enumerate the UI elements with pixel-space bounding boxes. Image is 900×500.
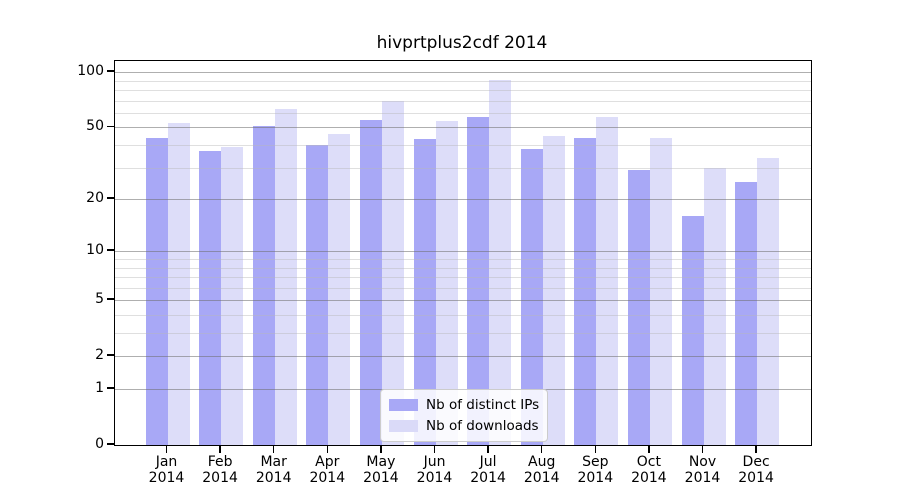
bar-distinct-ips (199, 151, 222, 445)
x-tick-mark (165, 445, 168, 453)
plot-area (114, 60, 812, 446)
x-tick-label: Feb 2014 (202, 454, 238, 486)
x-tick-label: Oct 2014 (631, 454, 667, 486)
x-tick-mark (433, 445, 436, 453)
gridline-minor (115, 287, 811, 289)
x-tick-label: Mar 2014 (255, 454, 292, 486)
legend-label: Nb of downloads (426, 418, 539, 434)
legend-item-distinct-ips: Nb of distinct IPs (389, 397, 540, 413)
gridline-minor (115, 145, 811, 146)
gridline-major (115, 356, 811, 358)
bar-distinct-ips (145, 137, 168, 445)
gridline-major (115, 251, 811, 253)
x-tick-mark (380, 445, 382, 453)
y-tick-label: 10 (86, 242, 104, 259)
y-tick-mark (107, 443, 114, 445)
gridline-minor (115, 259, 811, 260)
x-tick-label: May 2014 (363, 454, 399, 486)
gridline-minor (115, 90, 811, 91)
bar-downloads (274, 109, 297, 445)
gridline-minor (115, 333, 811, 334)
x-tick-label: Jul 2014 (470, 454, 506, 486)
x-tick-label: Dec 2014 (738, 454, 774, 486)
legend: Nb of distinct IPs Nb of downloads (380, 389, 548, 442)
y-tick-mark (107, 298, 114, 301)
gridline-minor (115, 167, 811, 169)
x-tick-mark (272, 445, 275, 453)
y-tick-label: 1 (95, 380, 104, 396)
legend-item-downloads: Nb of downloads (389, 418, 539, 434)
bar-distinct-ips (735, 181, 758, 445)
y-tick-mark (107, 387, 114, 389)
y-tick-label: 2 (95, 347, 104, 364)
gridline-minor (115, 315, 811, 316)
bar-downloads (489, 79, 512, 445)
y-tick-mark (107, 70, 114, 72)
y-tick-mark (107, 125, 114, 128)
bar-downloads (757, 157, 780, 445)
gridline-minor (115, 80, 811, 82)
legend-label: Nb of distinct IPs (426, 397, 540, 413)
bar-distinct-ips (306, 145, 329, 445)
bar-distinct-ips (520, 149, 543, 445)
bar-distinct-ips (252, 125, 275, 445)
chart-title: hivprtplus2cdf 2014 (376, 33, 548, 53)
gridline-major (115, 127, 811, 129)
x-tick-mark (219, 445, 221, 453)
bar-downloads (542, 135, 565, 445)
x-tick-mark (594, 445, 597, 453)
x-tick-mark (701, 445, 704, 453)
x-tick-label: Sep 2014 (577, 454, 614, 486)
x-tick-label: Jun 2014 (416, 454, 453, 486)
bar-distinct-ips (467, 117, 490, 445)
x-tick-label: Aug 2014 (523, 454, 560, 486)
x-tick-mark (326, 445, 329, 453)
x-tick-mark (487, 445, 489, 453)
bar-downloads (649, 137, 672, 445)
bar-downloads (435, 121, 458, 445)
bar-distinct-ips (574, 137, 597, 445)
gridline-major (115, 199, 811, 201)
bar-downloads (381, 100, 404, 445)
y-tick-mark (107, 197, 114, 199)
y-tick-label: 50 (86, 118, 104, 135)
y-tick-label: 5 (95, 291, 104, 308)
gridline-major (115, 72, 811, 74)
x-tick-label: Jan 2014 (148, 454, 185, 486)
bar-distinct-ips (413, 139, 436, 445)
x-tick-mark (540, 445, 543, 453)
bar-downloads (596, 117, 619, 445)
bar-downloads (167, 122, 190, 445)
gridline-minor (115, 277, 811, 278)
x-tick-mark (648, 445, 650, 453)
x-tick-label: Apr 2014 (309, 454, 346, 486)
y-tick-label: 20 (86, 190, 104, 207)
x-tick-mark (755, 445, 757, 453)
gridline-minor (115, 112, 811, 114)
bar-distinct-ips (627, 170, 650, 445)
bar-downloads (703, 167, 726, 445)
bar-distinct-ips (359, 119, 382, 445)
y-tick-mark (107, 354, 114, 357)
x-tick-label: Nov 2014 (684, 454, 721, 486)
y-tick-label: 0 (95, 436, 104, 452)
gridline-major (115, 300, 811, 302)
legend-swatch-downloads (389, 420, 418, 432)
y-tick-label: 100 (77, 63, 104, 80)
bar-downloads (328, 134, 351, 445)
bar-downloads (221, 147, 244, 445)
y-tick-mark (107, 249, 114, 252)
gridline-minor (115, 267, 811, 269)
legend-swatch-distinct-ips (389, 399, 418, 411)
bar-distinct-ips (681, 216, 704, 445)
gridline-minor (115, 100, 811, 102)
